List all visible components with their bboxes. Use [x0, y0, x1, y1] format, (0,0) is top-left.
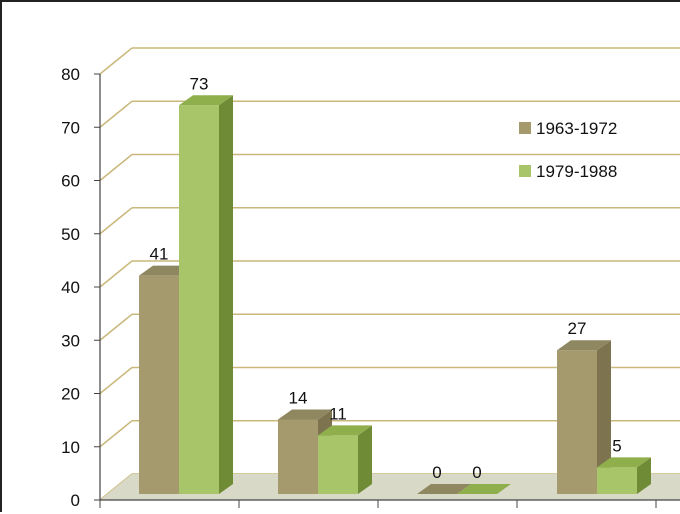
data-label: 5 — [612, 436, 621, 455]
data-label: 73 — [190, 74, 209, 93]
bar-top — [597, 457, 651, 468]
gridline-diagonal — [99, 260, 133, 288]
y-tick-label: 30 — [61, 331, 80, 350]
floor — [100, 474, 680, 500]
bar-top — [278, 409, 332, 420]
gridline-diagonal — [99, 420, 133, 448]
bar-front — [597, 467, 637, 494]
bar-front — [278, 419, 318, 494]
bar-side — [597, 340, 611, 494]
bar-top — [318, 425, 372, 436]
bar-front — [557, 350, 597, 494]
legend-label: 1979-1988 — [536, 162, 617, 181]
y-tick-label: 70 — [61, 118, 80, 137]
y-tick-label: 0 — [71, 491, 80, 510]
y-tick-label: 40 — [61, 278, 80, 297]
gridline-diagonal — [99, 100, 133, 128]
legend-label: 1963-1972 — [536, 119, 617, 138]
bar-top — [417, 484, 471, 494]
gridline-diagonal — [99, 153, 133, 182]
bar-front — [318, 435, 358, 494]
data-label: 0 — [432, 463, 441, 482]
data-label: 14 — [289, 388, 308, 407]
data-label: 41 — [150, 245, 169, 264]
bar-side — [358, 425, 372, 494]
bar-side — [637, 457, 651, 494]
bar-top — [457, 484, 511, 494]
bar-front — [139, 275, 179, 494]
data-label: 27 — [568, 319, 587, 338]
y-tick-label: 50 — [61, 225, 80, 244]
data-label: 11 — [329, 404, 347, 423]
gridline-diagonal — [99, 366, 133, 395]
y-tick-label: 20 — [61, 385, 80, 404]
data-label: 0 — [472, 463, 481, 482]
bar-side — [219, 95, 233, 495]
gridline-diagonal — [99, 207, 133, 235]
y-tick-label: 80 — [61, 65, 80, 84]
y-tick-label: 60 — [61, 172, 80, 191]
y-tick-label: 10 — [61, 438, 80, 457]
legend-swatch — [519, 122, 531, 134]
bar-front — [179, 105, 219, 495]
gridline-diagonal — [99, 47, 133, 75]
bar-top — [179, 95, 233, 106]
bar-top — [557, 340, 611, 351]
gridline-diagonal — [99, 313, 133, 341]
legend-swatch — [519, 165, 531, 177]
